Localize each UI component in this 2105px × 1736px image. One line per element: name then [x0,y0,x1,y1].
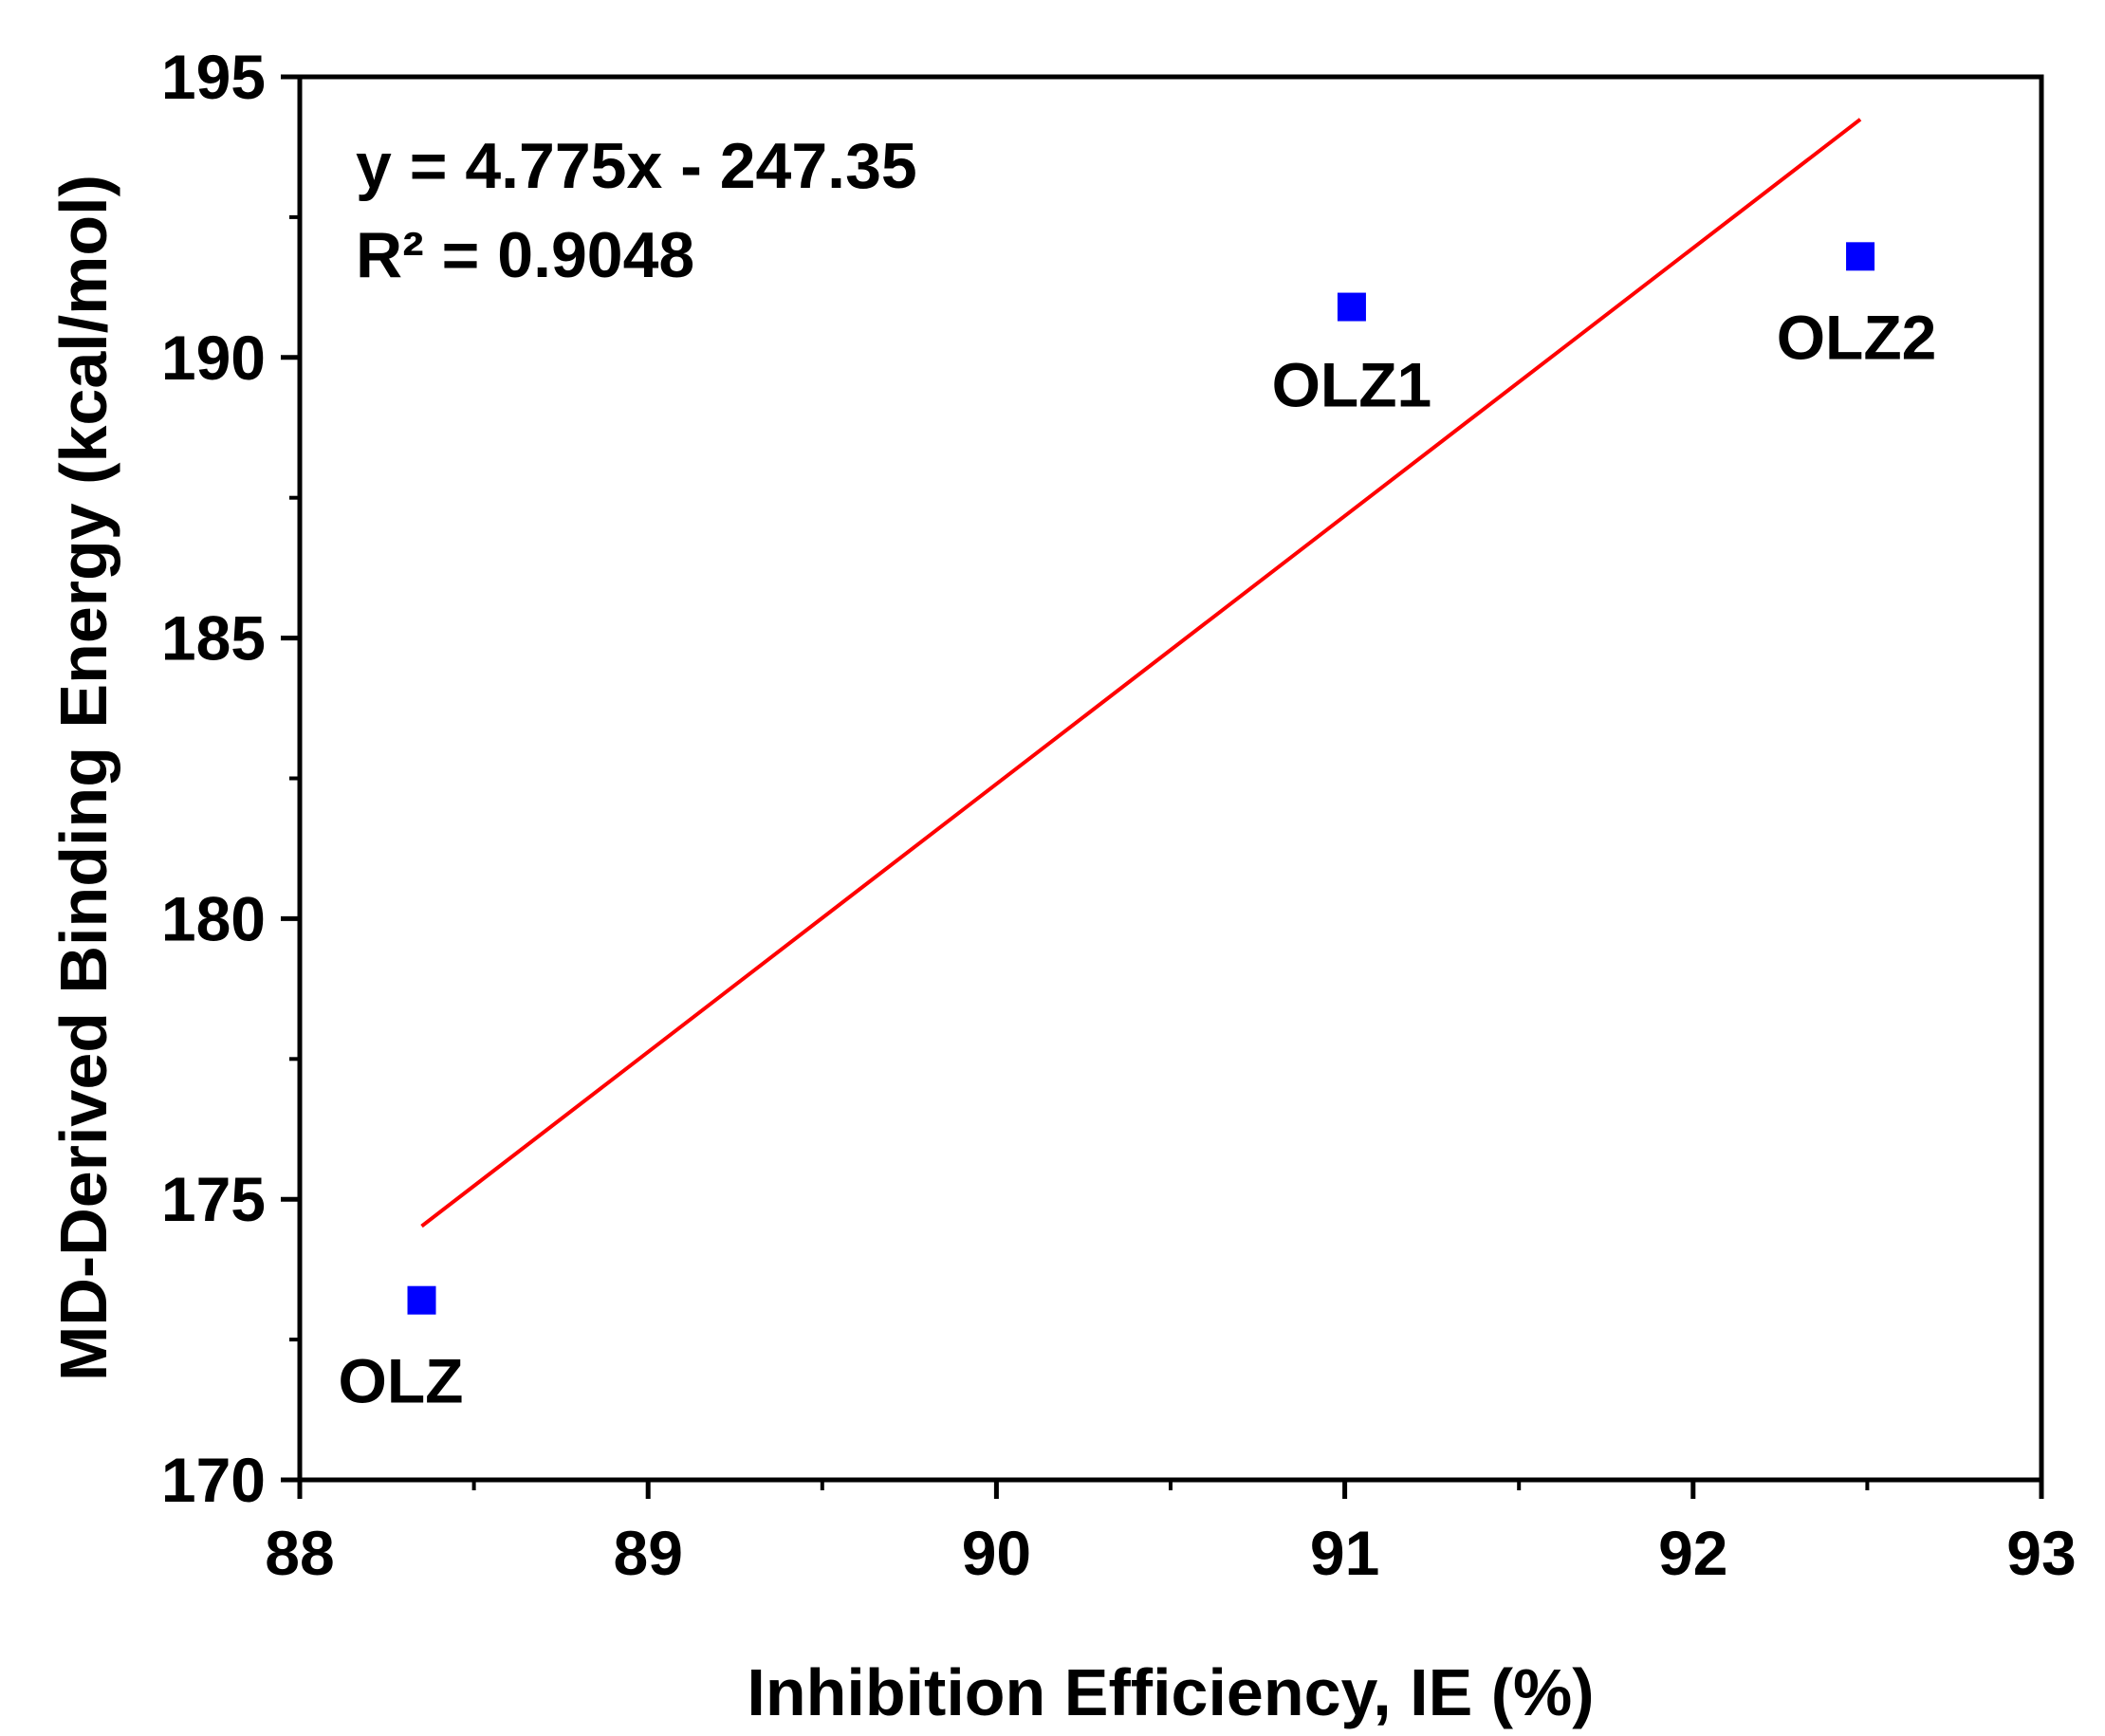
point-label-olz2: OLZ2 [1777,302,1937,372]
point-labels: OLZ OLZ1 OLZ2 [339,302,1937,1415]
fit-r-squared: R² = 0.9048 [356,219,694,291]
data-point-olz [407,1285,436,1315]
y-tick-label: 190 [161,323,266,393]
x-tick-label: 93 [2006,1518,2076,1588]
y-tick-label: 195 [161,42,266,112]
data-point-olz2 [1846,242,1875,271]
y-tick-label: 185 [161,603,266,674]
x-tick-label: 91 [1310,1518,1379,1588]
y-tick-labels: 170 175 180 185 190 195 [161,42,266,1515]
point-label-olz: OLZ [339,1346,464,1416]
data-point-olz1 [1337,292,1366,322]
data-points [407,242,1875,1315]
x-tick-labels: 88 89 90 91 92 93 [265,1518,2076,1588]
axis-ticks [281,74,2044,1499]
x-tick-label: 92 [1658,1518,1727,1588]
x-tick-label: 90 [962,1518,1031,1588]
y-tick-label: 170 [161,1445,266,1515]
fit-line [420,118,1862,1228]
fit-equation: y = 4.775x - 247.35 [356,130,917,202]
x-axis-title: Inhibition Efficiency, IE (%) [747,1655,1594,1729]
point-label-olz1: OLZ1 [1272,350,1432,420]
y-tick-label: 180 [161,883,266,953]
x-tick-label: 89 [613,1518,682,1588]
y-tick-label: 175 [161,1164,266,1234]
y-axis-title: MD-Derived Binding Energy (kcal/mol) [46,175,120,1381]
x-tick-label: 88 [265,1518,334,1588]
